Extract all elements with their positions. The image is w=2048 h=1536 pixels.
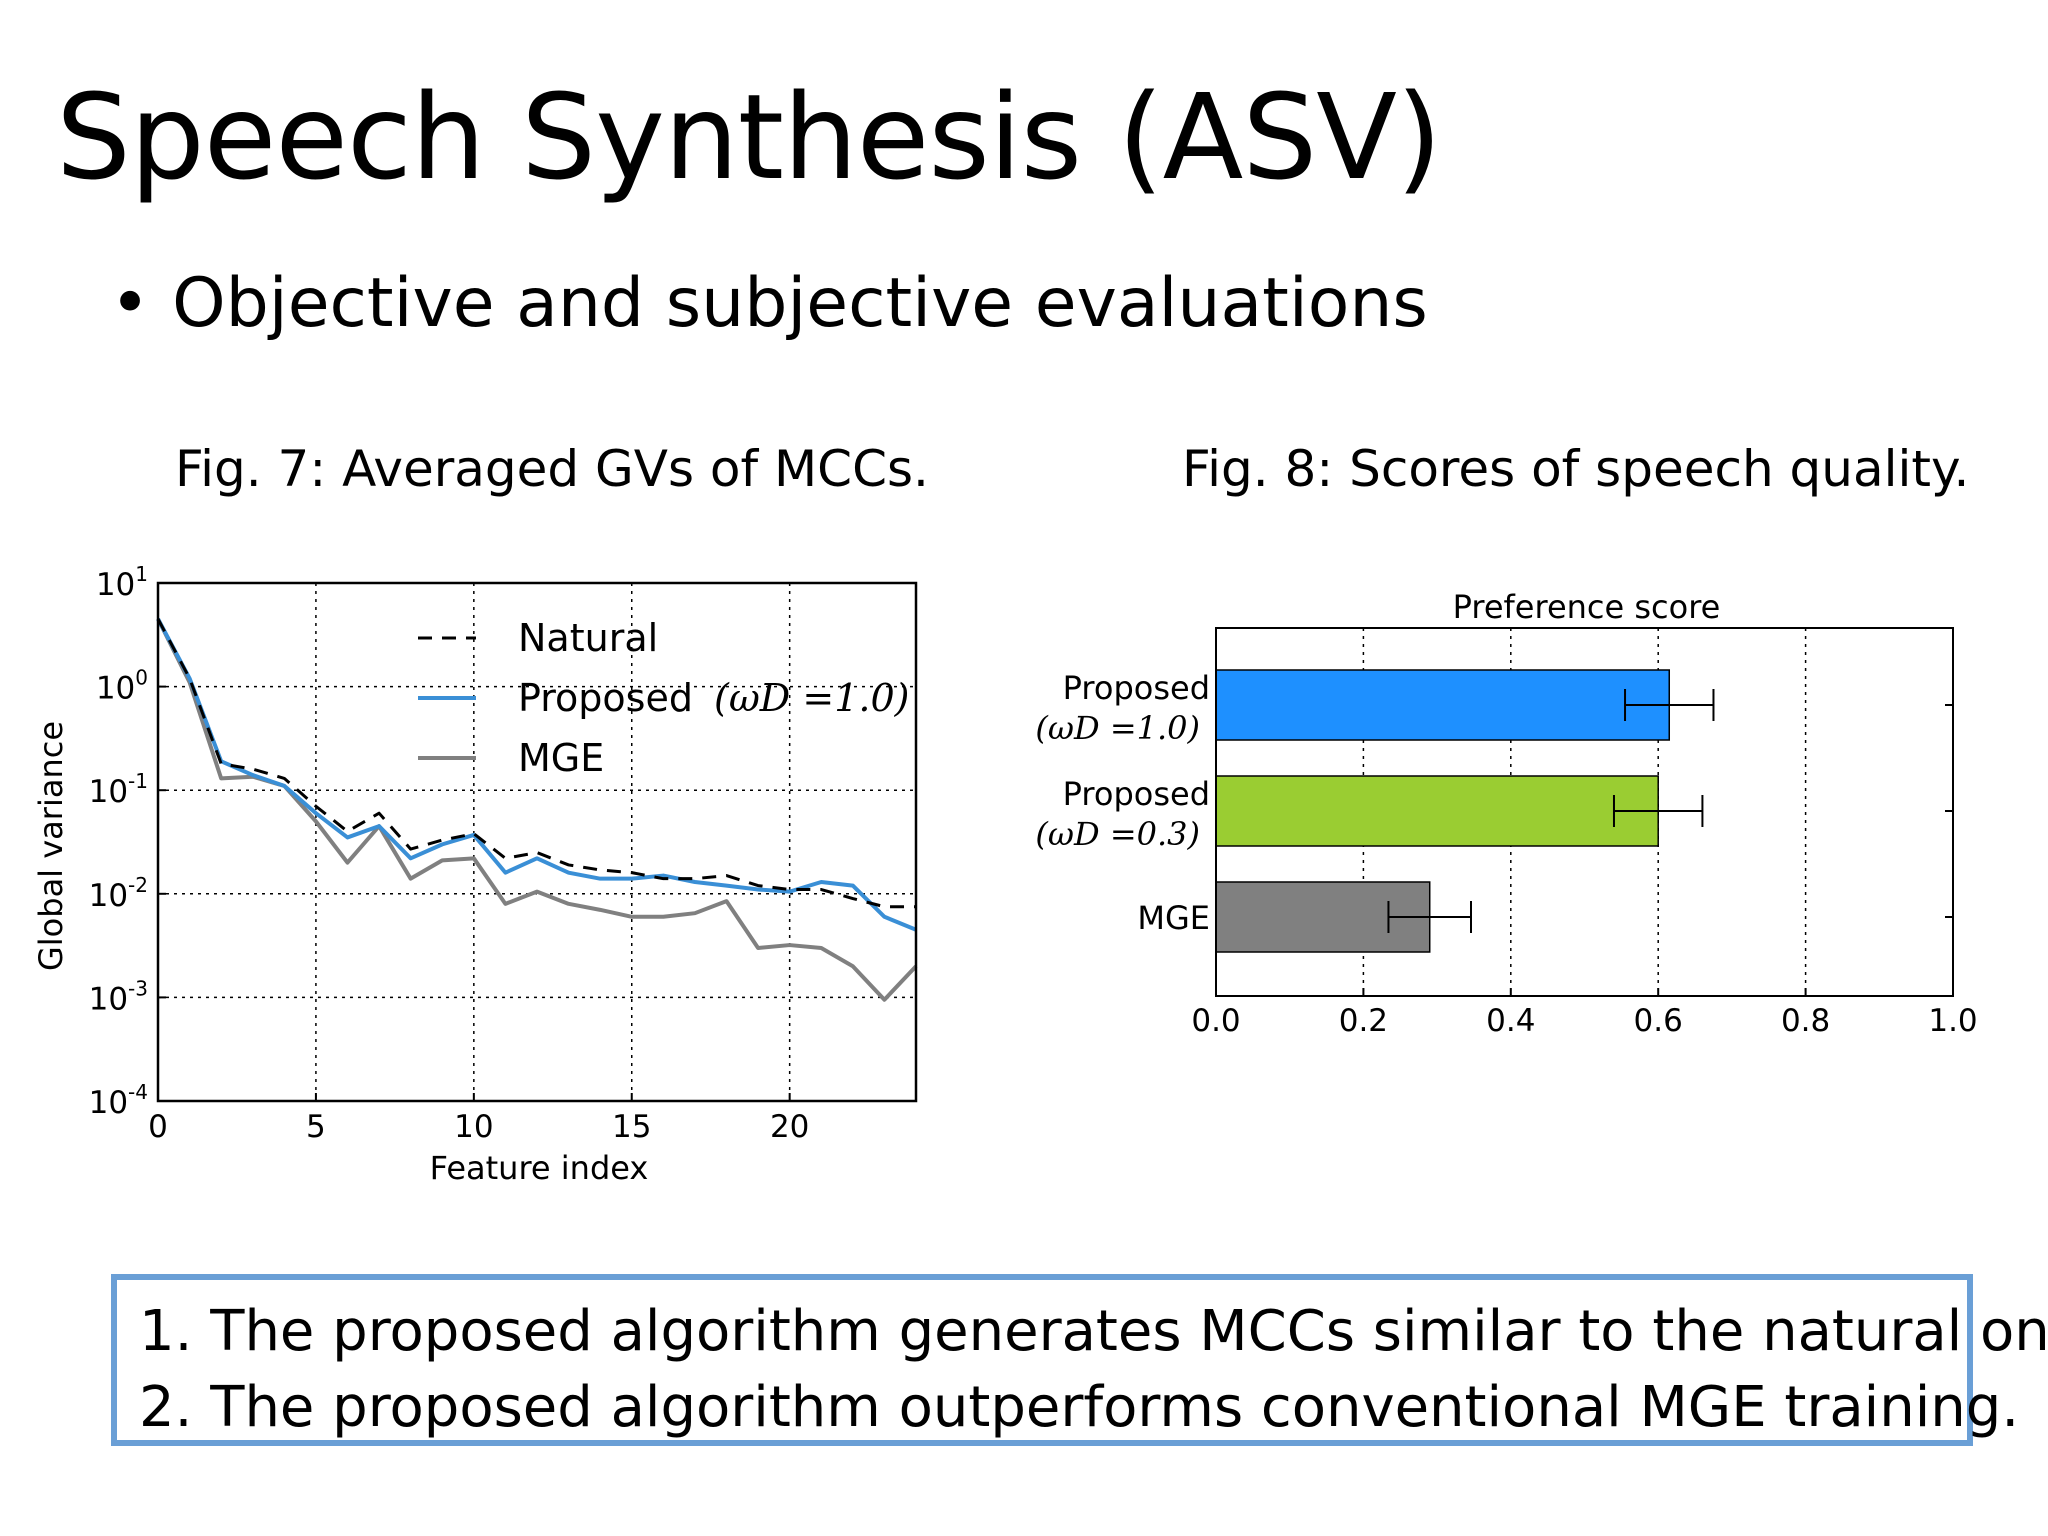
plot-frame	[156, 581, 918, 1103]
y-axis-label: Global variance	[32, 721, 70, 971]
x-tick-label: 10	[454, 1109, 493, 1145]
bar-label-2: Proposed	[1063, 775, 1210, 813]
fig7-caption: Fig. 7: Averaged GVs of MCCs.	[175, 440, 929, 498]
conclusion-line-2: 2. The proposed algorithm outperforms co…	[139, 1375, 2020, 1440]
bar-2	[1215, 775, 1659, 847]
gv-line-chart: 0 5 10 15 20 101 100 10-1 10-2 10-3 10-4 Feature in…	[32, 562, 918, 1187]
x-tick-label: 0.2	[1339, 1003, 1388, 1039]
y-tick-label: 101	[96, 562, 148, 603]
y-tick-label: 10-3	[89, 976, 148, 1017]
fig8-caption: Fig. 8: Scores of speech quality.	[1182, 440, 1970, 498]
bar-label-1: Proposed	[1063, 669, 1210, 707]
preference-bar-chart: Proposed(ωD =1.0)Proposed(ωD =0.3)MGE0.0…	[1035, 588, 1977, 1039]
series-line-natural	[156, 618, 916, 909]
y-tick-label: 10-1	[89, 769, 148, 810]
x-tick-label: 0	[148, 1109, 168, 1145]
y-tick-label: 100	[96, 666, 148, 707]
x-tick-label: 0.8	[1781, 1003, 1830, 1039]
series-line-proposed	[156, 617, 917, 932]
x-tick-label: 0.6	[1634, 1003, 1683, 1039]
bullet-item: • Objective and subjective evaluations	[110, 264, 1428, 343]
legend-label-natural: Natural	[518, 616, 658, 660]
legend-label-proposed: Proposed	[518, 676, 693, 720]
slide-title: Speech Synthesis (ASV)	[56, 68, 1442, 206]
conclusion-line-1: 1. The proposed algorithm generates MCCs…	[139, 1299, 2048, 1364]
x-tick-label: 0.0	[1191, 1003, 1240, 1039]
plot-frame	[1215, 627, 1954, 997]
x-axis-label: Feature index	[430, 1149, 649, 1187]
legend-math-proposed: (ωD =1.0)	[714, 676, 909, 720]
chart-title: Preference score	[1453, 588, 1721, 626]
conclusion-box: 1. The proposed algorithm generates MCCs…	[111, 1274, 2048, 1446]
bullet-marker: •	[110, 264, 151, 343]
bar-label-math-2: (ωD =0.3)	[1035, 815, 1200, 853]
bar-label-math-1: (ωD =1.0)	[1035, 709, 1200, 747]
x-tick-label: 5	[306, 1109, 326, 1145]
bar-label-3: MGE	[1137, 899, 1210, 937]
y-tick-label: 10-2	[89, 873, 148, 914]
x-tick-label: 20	[770, 1109, 809, 1145]
x-tick-label: 1.0	[1928, 1003, 1977, 1039]
bar-1	[1215, 669, 1671, 741]
y-tick-label: 10-4	[89, 1080, 148, 1121]
legend-label-mge: MGE	[518, 736, 604, 780]
x-tick-label: 0.4	[1486, 1003, 1535, 1039]
bullet-text: Objective and subjective evaluations	[172, 264, 1428, 343]
x-tick-label: 15	[612, 1109, 651, 1145]
